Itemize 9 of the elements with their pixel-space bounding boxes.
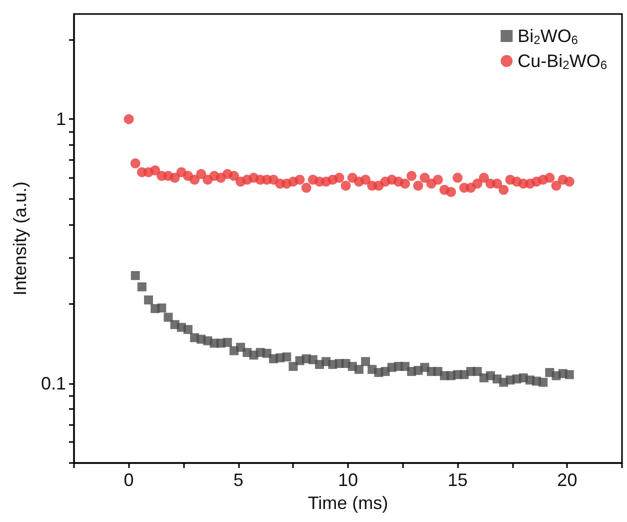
- y-axis-title: Intensity (a.u.): [10, 181, 30, 296]
- x-tick-label: 10: [338, 470, 358, 490]
- x-tick-label: 15: [448, 470, 468, 490]
- x-axis-title: Time (ms): [308, 492, 388, 513]
- x-tick-label: 5: [233, 470, 244, 490]
- y-tick-label: 0.1: [40, 373, 66, 394]
- x-tick-label: 0: [124, 470, 134, 490]
- y-tick-label: 1: [56, 109, 66, 130]
- x-tick-label: 20: [557, 470, 578, 490]
